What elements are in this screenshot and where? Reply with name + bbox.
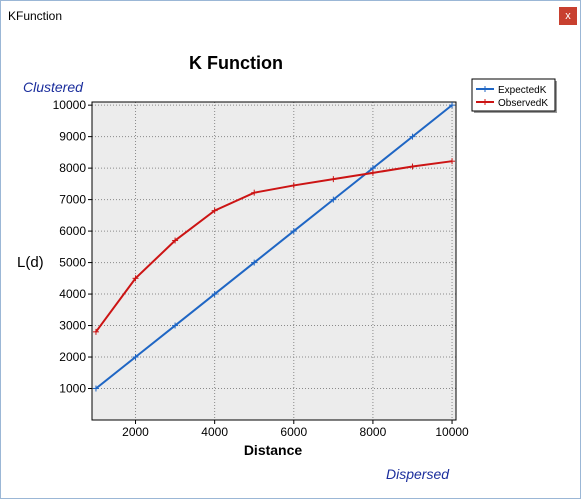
x-axis-label: Distance — [244, 442, 303, 458]
data-point-ObservedK — [409, 163, 416, 170]
series-line-ObservedK — [95, 160, 453, 333]
x-tick-label: 4000 — [201, 425, 228, 439]
plot-area: 2000 4000 6000 8000 10000 1000 2000 3000 4000 500… — [53, 98, 469, 439]
data-point-ObservedK — [211, 207, 218, 214]
plot-border — [91, 101, 457, 421]
legend-label-ExpectedK: ExpectedK — [498, 85, 547, 96]
data-point-ObservedK — [172, 237, 179, 244]
data-point-ObservedK — [92, 328, 99, 335]
chart-title: K Function — [189, 53, 283, 73]
x-tick-label: 8000 — [360, 425, 387, 439]
clustered-annotation: Clustered — [23, 79, 84, 95]
y-tick-label: 2000 — [59, 350, 86, 364]
data-point-ObservedK — [330, 176, 337, 183]
data-point-ObservedK — [290, 182, 297, 189]
x-tick-label: 10000 — [435, 425, 469, 439]
dispersed-annotation: Dispersed — [386, 466, 450, 482]
close-button[interactable]: x — [559, 7, 577, 25]
y-tick-label: 10000 — [53, 98, 87, 112]
data-point-ExpectedK — [211, 291, 218, 298]
y-axis-label: L(d) — [17, 254, 44, 271]
y-tick-label: 4000 — [59, 287, 86, 301]
data-point-ExpectedK — [330, 196, 337, 203]
y-tick-label: 9000 — [59, 130, 86, 144]
data-point-ExpectedK — [449, 102, 456, 109]
data-point-ExpectedK — [290, 228, 297, 235]
data-point-ExpectedK — [172, 322, 179, 329]
y-tick-label: 6000 — [59, 224, 86, 238]
x-tick-label: 6000 — [280, 425, 307, 439]
y-tick-label: 5000 — [59, 256, 86, 270]
data-point-ExpectedK — [132, 354, 139, 361]
k-function-chart: K Function Clustered Dispersed L(d) Dist… — [17, 53, 557, 482]
data-point-ObservedK — [132, 275, 139, 282]
window-title: KFunction — [8, 9, 63, 23]
data-point-ExpectedK — [92, 385, 99, 392]
y-tick-label: 7000 — [59, 193, 86, 207]
x-tick-label: 2000 — [122, 425, 149, 439]
chart-area: K Function Clustered Dispersed L(d) Dist… — [1, 31, 580, 498]
plot-background — [92, 102, 456, 420]
legend-label-ObservedK: ObservedK — [498, 98, 548, 109]
title-bar[interactable]: KFunction x — [1, 1, 580, 31]
data-point-ObservedK — [251, 189, 258, 196]
chart-legend: ExpectedK ObservedK — [471, 78, 557, 113]
y-tick-label: 8000 — [59, 161, 86, 175]
y-tick-label: 3000 — [59, 319, 86, 333]
data-point-ObservedK — [449, 158, 456, 165]
data-point-ExpectedK — [409, 133, 416, 140]
data-point-ExpectedK — [251, 259, 258, 266]
legend-box — [471, 78, 556, 112]
y-tick-label: 1000 — [59, 382, 86, 396]
data-point-ObservedK — [369, 169, 376, 176]
series-line-ExpectedK — [95, 104, 453, 390]
